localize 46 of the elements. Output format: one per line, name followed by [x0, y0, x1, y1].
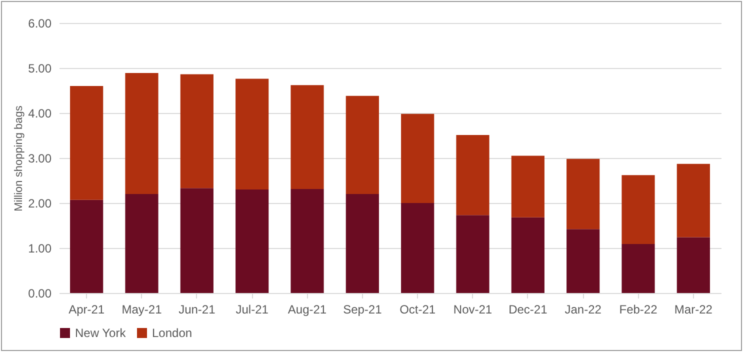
- x-tick-label: Apr-21: [68, 302, 105, 316]
- x-tick-label: Jan-22: [564, 302, 602, 316]
- bar: [180, 74, 214, 188]
- y-tick-label: 2.00: [28, 196, 52, 210]
- bar: [676, 237, 710, 293]
- bar: [290, 85, 324, 190]
- bar: [125, 194, 158, 293]
- x-tick-label: May-21: [122, 302, 162, 316]
- bar: [622, 244, 655, 293]
- bar: [70, 86, 104, 200]
- y-tick-label: 0.00: [28, 286, 52, 300]
- legend-label: London: [152, 326, 192, 340]
- bar: [180, 188, 214, 293]
- bar: [566, 158, 600, 230]
- bar: [70, 200, 104, 293]
- bar: [456, 135, 490, 216]
- y-tick-label: 3.00: [28, 152, 52, 166]
- x-tick-label: Jun-21: [178, 302, 216, 316]
- bar: [622, 175, 655, 244]
- bar: [456, 215, 490, 293]
- y-axis-title: Million shopping bags: [13, 105, 26, 212]
- y-tick-label: 5.00: [28, 62, 52, 76]
- x-tick-label: Sep-21: [343, 302, 382, 316]
- bar: [511, 217, 544, 293]
- y-tick-label: 1.00: [28, 242, 52, 256]
- bar: [236, 78, 269, 190]
- x-tick-label: Nov-21: [453, 302, 492, 316]
- x-tick-label: Jul-21: [236, 302, 269, 316]
- bar: [125, 72, 158, 194]
- x-tick-label: Feb-22: [619, 302, 658, 316]
- x-tick-label: Mar-22: [674, 302, 713, 316]
- y-tick-label: 4.00: [28, 106, 52, 120]
- bar: [346, 96, 379, 194]
- bar: [566, 229, 600, 293]
- bar: [511, 156, 544, 218]
- bar: [401, 114, 434, 203]
- bar: [290, 189, 324, 293]
- bar: [676, 164, 710, 238]
- legend-label: New York: [75, 326, 127, 340]
- y-tick-label: 6.00: [28, 16, 52, 30]
- x-tick-label: Dec-21: [508, 302, 548, 316]
- bar: [346, 194, 379, 293]
- bar: [401, 203, 434, 293]
- bar: [236, 190, 269, 293]
- x-tick-label: Aug-21: [288, 302, 327, 316]
- x-tick-label: Oct-21: [400, 302, 436, 316]
